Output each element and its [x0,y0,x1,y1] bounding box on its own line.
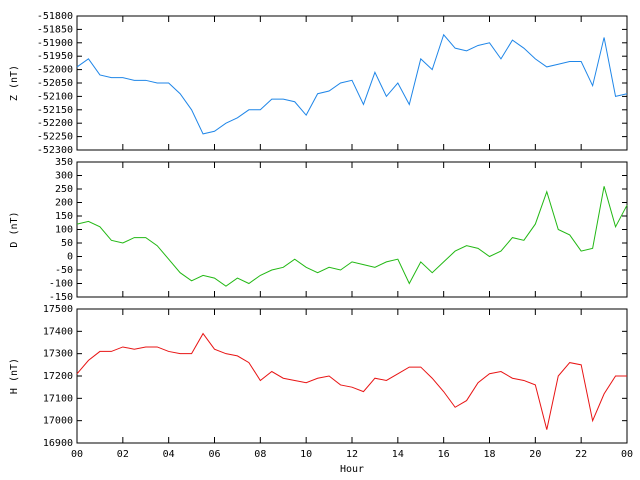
data-line [76,332,627,430]
x-tick-label: 14 [392,449,404,460]
x-tick-label: 04 [163,449,175,460]
plot-frame [76,308,628,444]
y-tick-label: 16900 [43,438,73,449]
x-axis-label: Hour [340,464,364,475]
y-axis-label: D (nT) [9,211,20,247]
y-tick-label: -52100 [37,91,73,102]
y-tick-label: 17300 [43,349,73,360]
y-tick-label: 300 [55,171,73,182]
y-tick-label: 17200 [43,371,73,382]
y-tick-label: -52300 [37,145,73,156]
y-tick-label: -52150 [37,105,73,116]
y-tick-label: 17500 [43,304,73,315]
y-tick-label: 250 [55,184,73,195]
y-tick-label: 0 [67,252,73,263]
data-line [76,186,628,287]
y-tick-label: -51800 [37,11,73,22]
x-tick-label: 16 [438,449,450,460]
x-tick-label: 12 [346,449,358,460]
y-axis-label: H (nT) [9,358,20,394]
x-tick-label: 18 [483,449,495,460]
x-tick-label: 20 [529,449,541,460]
x-tick-label: 10 [300,449,312,460]
y-tick-label: -52200 [37,118,73,129]
x-tick-label: 02 [117,449,129,460]
y-tick-label: -51950 [37,51,73,62]
x-tick-label: 00 [71,449,83,460]
plot-frame [76,161,628,298]
y-tick-label: -50 [55,265,73,276]
y-tick-label: -52050 [37,78,73,89]
y-tick-label: 150 [55,211,73,222]
y-tick-label: 17000 [43,416,73,427]
y-tick-label: 350 [55,157,73,168]
y-tick-label: -100 [49,279,73,290]
x-tick-label: 00 [621,449,633,460]
y-tick-label: -52000 [37,65,73,76]
y-tick-label: 17100 [43,393,73,404]
x-tick-label: 06 [208,449,220,460]
y-tick-label: -51900 [37,38,73,49]
x-tick-label: 08 [254,449,266,460]
y-tick-label: 50 [61,238,73,249]
y-axis-label: Z (nT) [9,65,20,101]
y-tick-label: -51850 [37,24,73,35]
y-tick-label: -150 [49,292,73,303]
y-tick-label: 17400 [43,326,73,337]
data-line [76,33,628,135]
x-tick-label: 22 [575,449,587,460]
y-tick-label: -52250 [37,132,73,143]
y-tick-label: 100 [55,225,73,236]
y-tick-label: 200 [55,198,73,209]
